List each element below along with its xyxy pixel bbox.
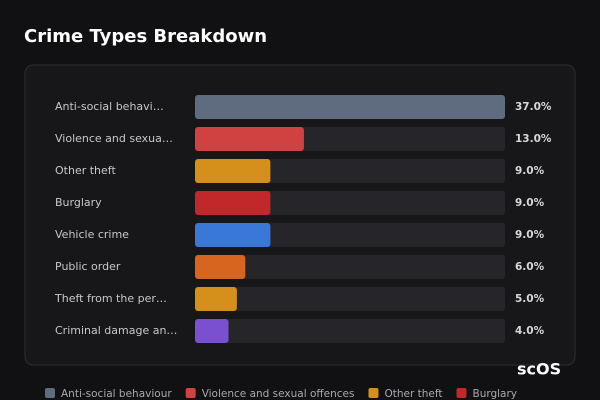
chart-title: Crime Types Breakdown bbox=[24, 26, 267, 47]
bar-track bbox=[195, 255, 505, 279]
bar-track bbox=[195, 191, 505, 215]
legend-swatch bbox=[456, 388, 467, 398]
legend-swatch bbox=[185, 388, 196, 398]
legend-label: Other theft bbox=[384, 388, 442, 400]
value-label: 6.0% bbox=[515, 261, 545, 273]
value-label: 37.0% bbox=[515, 101, 552, 113]
bar-track bbox=[195, 223, 505, 247]
category-label: Violence and sexua… bbox=[55, 132, 173, 145]
category-label: Anti-social behavi… bbox=[55, 100, 164, 113]
bar bbox=[195, 319, 229, 343]
category-label: Criminal damage an… bbox=[55, 324, 177, 337]
value-label: 9.0% bbox=[515, 165, 545, 177]
bar bbox=[195, 95, 505, 119]
value-label: 9.0% bbox=[515, 229, 545, 241]
bar bbox=[195, 287, 237, 311]
bar-track bbox=[195, 159, 505, 183]
bar bbox=[195, 191, 271, 215]
category-label: Other theft bbox=[55, 164, 116, 177]
logo: scOS bbox=[517, 360, 561, 379]
value-label: 9.0% bbox=[515, 197, 545, 209]
bar bbox=[195, 159, 271, 183]
legend-swatch bbox=[45, 388, 55, 398]
bar bbox=[195, 255, 246, 279]
value-label: 4.0% bbox=[515, 325, 545, 337]
value-label: 5.0% bbox=[515, 293, 545, 305]
bar-track bbox=[195, 287, 505, 311]
legend-label: Burglary bbox=[472, 388, 517, 400]
category-label: Vehicle crime bbox=[55, 228, 129, 241]
category-label: Public order bbox=[55, 260, 121, 273]
legend-label: Anti-social behaviour bbox=[61, 388, 172, 400]
legend-label: Violence and sexual offences bbox=[202, 388, 355, 400]
bar-track bbox=[195, 319, 505, 343]
category-label: Burglary bbox=[55, 196, 102, 209]
bar bbox=[195, 127, 304, 151]
value-label: 13.0% bbox=[515, 133, 552, 145]
bar bbox=[195, 223, 271, 247]
category-label: Theft from the per… bbox=[54, 292, 167, 305]
legend-swatch bbox=[368, 388, 379, 398]
